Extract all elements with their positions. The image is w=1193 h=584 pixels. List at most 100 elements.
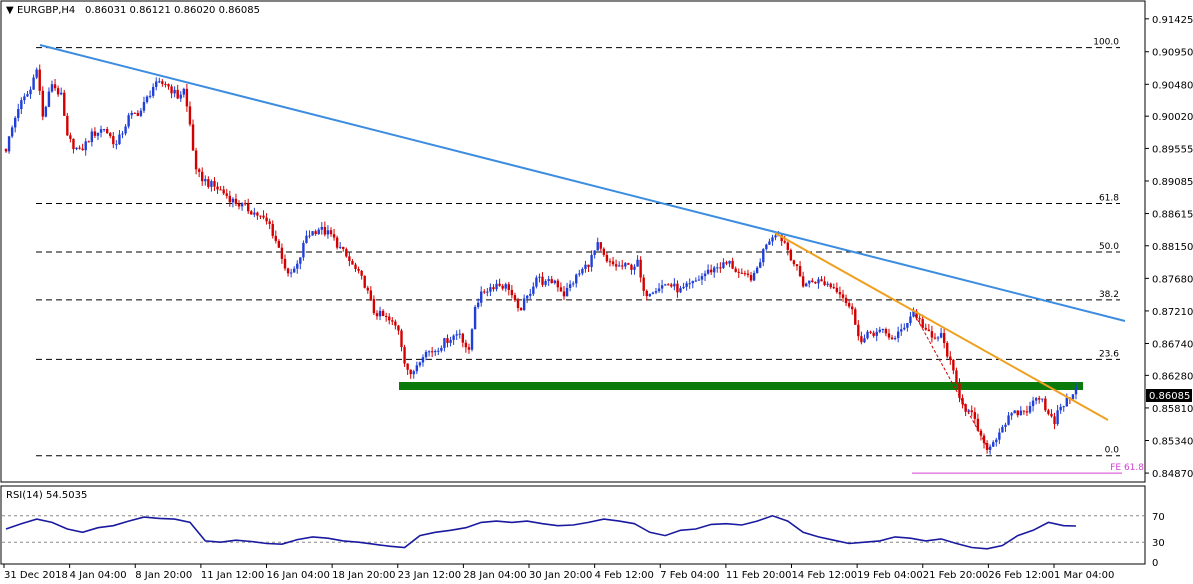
- candle-body: [437, 350, 440, 352]
- candle-body: [29, 89, 32, 95]
- candle-body: [47, 91, 51, 107]
- candle-body: [808, 280, 811, 284]
- candle-body: [124, 126, 127, 134]
- candle-body: [53, 84, 57, 89]
- candle-body: [903, 327, 906, 330]
- fib-level-label: 61.8: [1099, 194, 1119, 204]
- candle-body: [342, 246, 345, 250]
- candle-body: [338, 246, 342, 248]
- candle-body: [467, 347, 471, 350]
- candle-body: [513, 295, 517, 301]
- candle-body: [121, 133, 124, 135]
- candle-body: [87, 141, 90, 143]
- candle-body: [924, 327, 927, 330]
- candle-body: [81, 148, 84, 151]
- time-tick-label: 8 Jan 20:00: [135, 570, 192, 581]
- candle-body: [774, 235, 777, 238]
- candle-body: [519, 308, 523, 311]
- candle-body: [296, 263, 299, 269]
- candle-body: [498, 283, 501, 286]
- candle-body: [10, 127, 14, 137]
- candle-body: [222, 189, 225, 194]
- candle-body: [651, 292, 655, 294]
- candle-body: [930, 331, 934, 338]
- candle-body: [639, 259, 642, 278]
- candle-body: [912, 311, 915, 317]
- candle-body: [56, 88, 60, 95]
- candle-body: [896, 331, 900, 339]
- time-tick-label: 4 Feb 12:00: [595, 570, 654, 581]
- candle-body: [792, 260, 796, 265]
- candle-body: [973, 412, 977, 419]
- candle-body: [507, 284, 511, 290]
- candle-body: [731, 260, 734, 269]
- candle-body: [915, 311, 918, 319]
- price-tick-label: 0.89085: [1152, 177, 1193, 188]
- candle-body: [847, 303, 851, 307]
- candle-body: [706, 269, 710, 274]
- rsi-title: RSI(14) 54.5035: [6, 490, 87, 501]
- candle-body: [660, 285, 664, 289]
- current-price-label: 0.86085: [1149, 391, 1190, 402]
- candle-body: [20, 100, 23, 110]
- candle-body: [191, 124, 195, 151]
- candle-body: [207, 179, 210, 187]
- candle-body: [443, 338, 446, 348]
- candle-body: [388, 316, 391, 321]
- candle-body: [673, 283, 676, 287]
- candle-body: [893, 338, 897, 340]
- candle-body: [921, 319, 924, 328]
- candle-body: [575, 274, 578, 284]
- price-tick-label: 0.86280: [1152, 371, 1193, 382]
- candle-body: [798, 266, 802, 277]
- candle-body: [400, 330, 403, 348]
- candle-body: [473, 306, 477, 330]
- candle-body: [936, 337, 940, 339]
- candle-body: [360, 270, 363, 276]
- candle-body: [642, 277, 645, 291]
- candle-body: [562, 291, 566, 297]
- time-tick-label: 7 Feb 04:00: [660, 570, 719, 581]
- fib-level-label: 100.0: [1093, 38, 1119, 48]
- candle-body: [743, 273, 747, 275]
- candle-body: [317, 229, 320, 235]
- candle-body: [688, 283, 691, 285]
- candle-body: [535, 277, 538, 287]
- header-arrow-icon[interactable]: ▼: [6, 5, 14, 16]
- candle-body: [1007, 415, 1010, 425]
- candle-body: [820, 279, 823, 282]
- candle-body: [308, 235, 311, 237]
- candle-body: [884, 329, 888, 334]
- candle-body: [1038, 398, 1041, 400]
- candle-body: [1004, 424, 1007, 427]
- candle-body: [906, 322, 909, 328]
- candle-body: [850, 306, 854, 310]
- short-term-resistance-line[interactable]: [774, 232, 1109, 421]
- candle-body: [1056, 410, 1059, 425]
- candle-body: [755, 267, 759, 273]
- candle-body: [434, 351, 437, 353]
- candle-body: [722, 262, 725, 269]
- candle-body: [210, 181, 213, 187]
- candle-body: [237, 203, 241, 207]
- candle-body: [614, 264, 618, 267]
- candle-body: [348, 256, 351, 262]
- candle-body: [234, 198, 238, 204]
- candle-body: [1050, 413, 1053, 417]
- candle-body: [1019, 410, 1023, 416]
- candle-body: [357, 269, 360, 271]
- price-tick-label: 0.87210: [1152, 307, 1193, 318]
- fib-level-label: 0.0: [1105, 446, 1120, 456]
- long-term-resistance-line[interactable]: [39, 44, 1126, 322]
- price-tick-label: 0.90950: [1152, 48, 1193, 59]
- candle-body: [887, 333, 891, 338]
- candle-body: [645, 290, 648, 297]
- candle-body: [817, 279, 820, 284]
- support-zone-bar[interactable]: [399, 382, 1083, 390]
- candle-body: [369, 290, 373, 300]
- candle-body: [26, 94, 29, 97]
- candle-body: [63, 92, 66, 116]
- price-tick-label: 0.88615: [1152, 210, 1193, 221]
- candle-body: [900, 329, 903, 332]
- candle-body: [142, 102, 146, 111]
